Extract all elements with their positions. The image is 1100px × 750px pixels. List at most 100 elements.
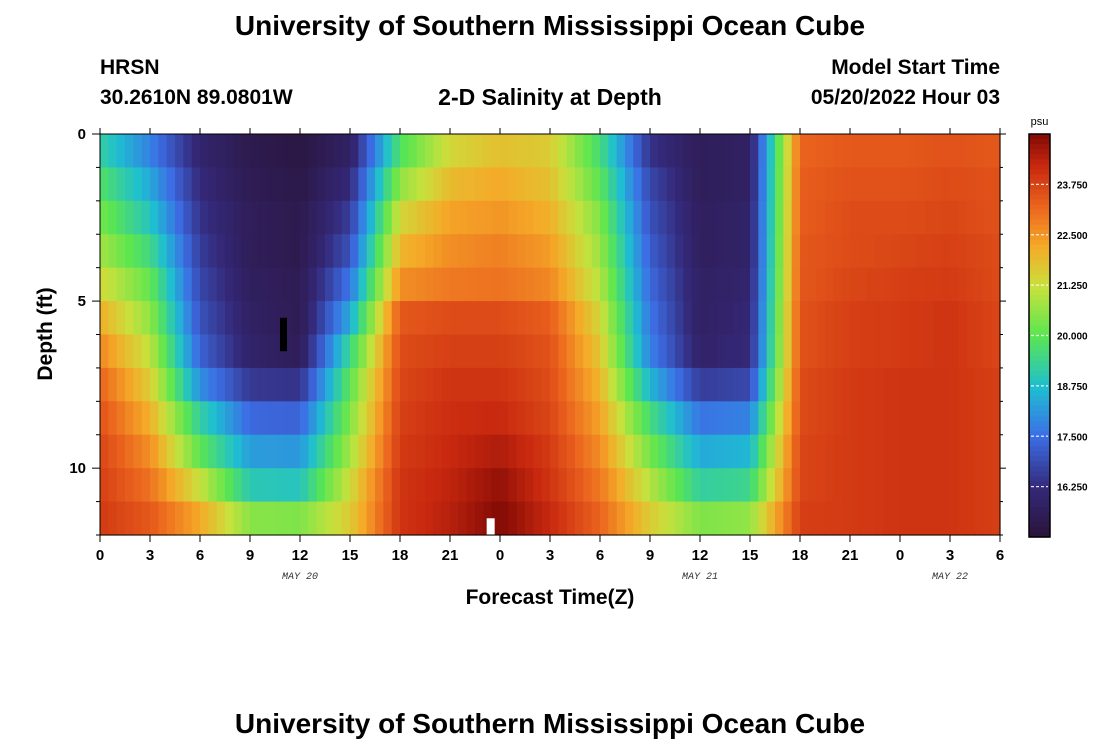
x-tick-label: 12 [292, 547, 309, 564]
heatmap-cell [291, 200, 301, 235]
heatmap-cell [483, 434, 493, 469]
heatmap-cell [300, 334, 309, 369]
heatmap-cell [616, 468, 626, 503]
x-tick-label: 12 [692, 547, 709, 564]
heatmap-cell [458, 200, 468, 235]
heatmap-cell [775, 434, 784, 469]
heatmap-cell [850, 434, 859, 469]
heatmap-cell [800, 301, 809, 336]
heatmap-cell [100, 234, 109, 269]
station-coordinates: 30.2610N 89.0801W [100, 86, 293, 109]
heatmap-cell [433, 134, 443, 169]
heatmap-cell [158, 434, 168, 469]
heatmap-cell [733, 434, 743, 469]
heatmap-cell [875, 334, 884, 369]
heatmap-cell [308, 367, 318, 402]
heatmap-cell [316, 367, 326, 402]
heatmap-cell [108, 501, 118, 536]
heatmap-cell [275, 200, 284, 235]
heatmap-cell [358, 234, 368, 269]
x-tick-label: 21 [442, 547, 459, 564]
heatmap-cell [283, 434, 293, 469]
heatmap-cell [766, 367, 776, 402]
heatmap-cell [100, 434, 109, 469]
heatmap-cell [925, 468, 934, 503]
colorbar-segment [1029, 204, 1050, 211]
heatmap-cell [516, 134, 526, 169]
heatmap-cell [891, 334, 901, 369]
heatmap-cell [716, 468, 726, 503]
heatmap-cell [483, 401, 493, 436]
heatmap-cell [666, 200, 676, 235]
heatmap-cell [733, 401, 743, 436]
heatmap-cell [133, 267, 143, 302]
heatmap-cell [191, 167, 201, 202]
heatmap-cell [300, 167, 309, 202]
heatmap-cell [491, 401, 501, 436]
heatmap-cell [516, 434, 526, 469]
heatmap-cell [758, 167, 768, 202]
missing-data-marker [486, 518, 495, 535]
heatmap-cell [991, 501, 1001, 536]
heatmap-cell [425, 200, 434, 235]
heatmap-cell [108, 234, 118, 269]
heatmap-cell [133, 367, 143, 402]
heatmap-cell [508, 334, 518, 369]
heatmap-cell [875, 468, 884, 503]
heatmap-cell [250, 401, 259, 436]
heatmap-cell [191, 468, 201, 503]
heatmap-cell [383, 200, 393, 235]
heatmap-cell [758, 501, 768, 536]
heatmap-cell [541, 334, 551, 369]
colorbar-segment [1029, 345, 1050, 352]
colorbar-segment [1029, 244, 1050, 251]
heatmap-cell [416, 434, 426, 469]
heatmap-cell [366, 134, 376, 169]
colorbar-segment [1029, 355, 1050, 362]
heatmap-cell [408, 134, 418, 169]
heatmap-cell [683, 367, 693, 402]
heatmap-cell [200, 401, 209, 436]
heatmap-cell [991, 167, 1001, 202]
heatmap-cell [416, 167, 426, 202]
heatmap-cell [475, 334, 484, 369]
heatmap-cell [841, 401, 851, 436]
heatmap-cell [375, 501, 384, 536]
heatmap-cell [650, 301, 659, 336]
colorbar-segment [1029, 466, 1050, 473]
heatmap-cell [750, 434, 759, 469]
heatmap-cell [991, 367, 1001, 402]
heatmap-cell [908, 301, 918, 336]
heatmap-cell [466, 401, 476, 436]
heatmap-cell [841, 134, 851, 169]
heatmap-cell [558, 367, 568, 402]
heatmap-cell [483, 301, 493, 336]
heatmap-cell [441, 501, 451, 536]
heatmap-cell [608, 367, 618, 402]
heatmap-cell [608, 468, 618, 503]
heatmap-cell [916, 434, 926, 469]
heatmap-cell [566, 267, 576, 302]
heatmap-cell [750, 167, 759, 202]
heatmap-cell [266, 367, 276, 402]
heatmap-cell [900, 267, 909, 302]
heatmap-cell [291, 267, 301, 302]
colorbar-segment [1029, 506, 1050, 513]
heatmap-cell [675, 367, 684, 402]
heatmap-cell [141, 468, 151, 503]
heatmap-cell [625, 401, 634, 436]
heatmap-cell [575, 267, 584, 302]
heatmap-cell [358, 367, 368, 402]
heatmap-cell [725, 501, 734, 536]
heatmap-cell [483, 234, 493, 269]
heatmap-cell [166, 434, 176, 469]
heatmap-cell [141, 200, 151, 235]
heatmap-cell [350, 501, 359, 536]
heatmap-cell [233, 468, 243, 503]
heatmap-cell [250, 468, 259, 503]
heatmap-cell [675, 334, 684, 369]
heatmap-cell [208, 468, 218, 503]
heatmap-cell [433, 401, 443, 436]
heatmap-cell [883, 234, 893, 269]
heatmap-cell [716, 367, 726, 402]
